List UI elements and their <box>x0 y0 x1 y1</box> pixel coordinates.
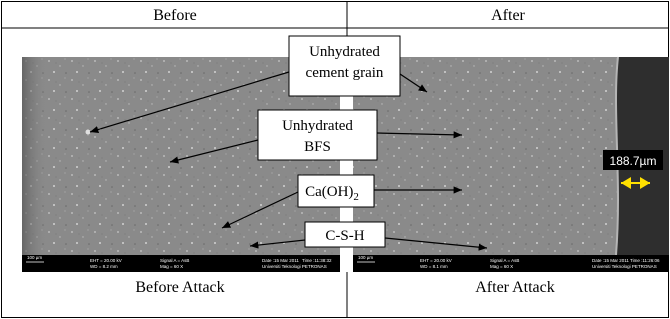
label-text: Unhydrated <box>282 118 353 134</box>
label-text: BFS <box>304 139 331 155</box>
label-cement: Unhydrated cement grain <box>289 36 400 96</box>
sem-wd: WD = 8.1 mm <box>420 264 448 269</box>
measurement-label: 188.7µm <box>610 154 657 168</box>
sem-eht: EHT = 20.00 kV <box>420 258 452 263</box>
sem-date: Date :15 Mar 2011 <box>592 258 629 263</box>
caption-before: Before Attack <box>135 279 224 296</box>
scale-bar: 100 µm <box>358 255 373 260</box>
sem-institution: Universiti Teknologi PETRONAS <box>592 264 657 269</box>
figure: Before After 100 µm EHT = 20.00 kV WD = … <box>0 0 670 319</box>
sem-signal: Signal A = AsB <box>490 258 519 263</box>
scale-bar: 100 µm <box>27 255 42 260</box>
label-sub: 2 <box>353 191 359 203</box>
label-csh: C-S-H <box>305 222 385 247</box>
header-after: After <box>491 7 525 24</box>
sem-time: Time :11:38:32 <box>302 258 332 263</box>
sem-mag: Mag = 60 X <box>160 264 183 269</box>
page: Before After 100 µm EHT = 20.00 kV WD = … <box>0 0 670 319</box>
sem-time: Time :11:26:06 <box>630 258 660 263</box>
label-main: Ca(OH) <box>305 184 353 200</box>
header-before: Before <box>153 7 197 24</box>
label-bfs: Unhydrated BFS <box>258 110 377 160</box>
sem-wd: WD = 8.2 mm <box>90 264 118 269</box>
sem-date: Date :15 Mar 2011 <box>262 258 299 263</box>
caption-after: After Attack <box>475 279 555 296</box>
sem-mag: Mag = 60 X <box>490 264 513 269</box>
sem-eht: EHT = 20.00 kV <box>90 258 122 263</box>
label-text: Unhydrated <box>309 44 380 60</box>
sem-institution: Universiti Teknologi PETRONAS <box>262 264 327 269</box>
label-text: cement grain <box>306 65 384 81</box>
label-caoh2: Ca(OH)2 <box>298 175 374 207</box>
label-text: C-S-H <box>325 228 364 244</box>
sem-signal: Signal A = AsB <box>160 258 189 263</box>
